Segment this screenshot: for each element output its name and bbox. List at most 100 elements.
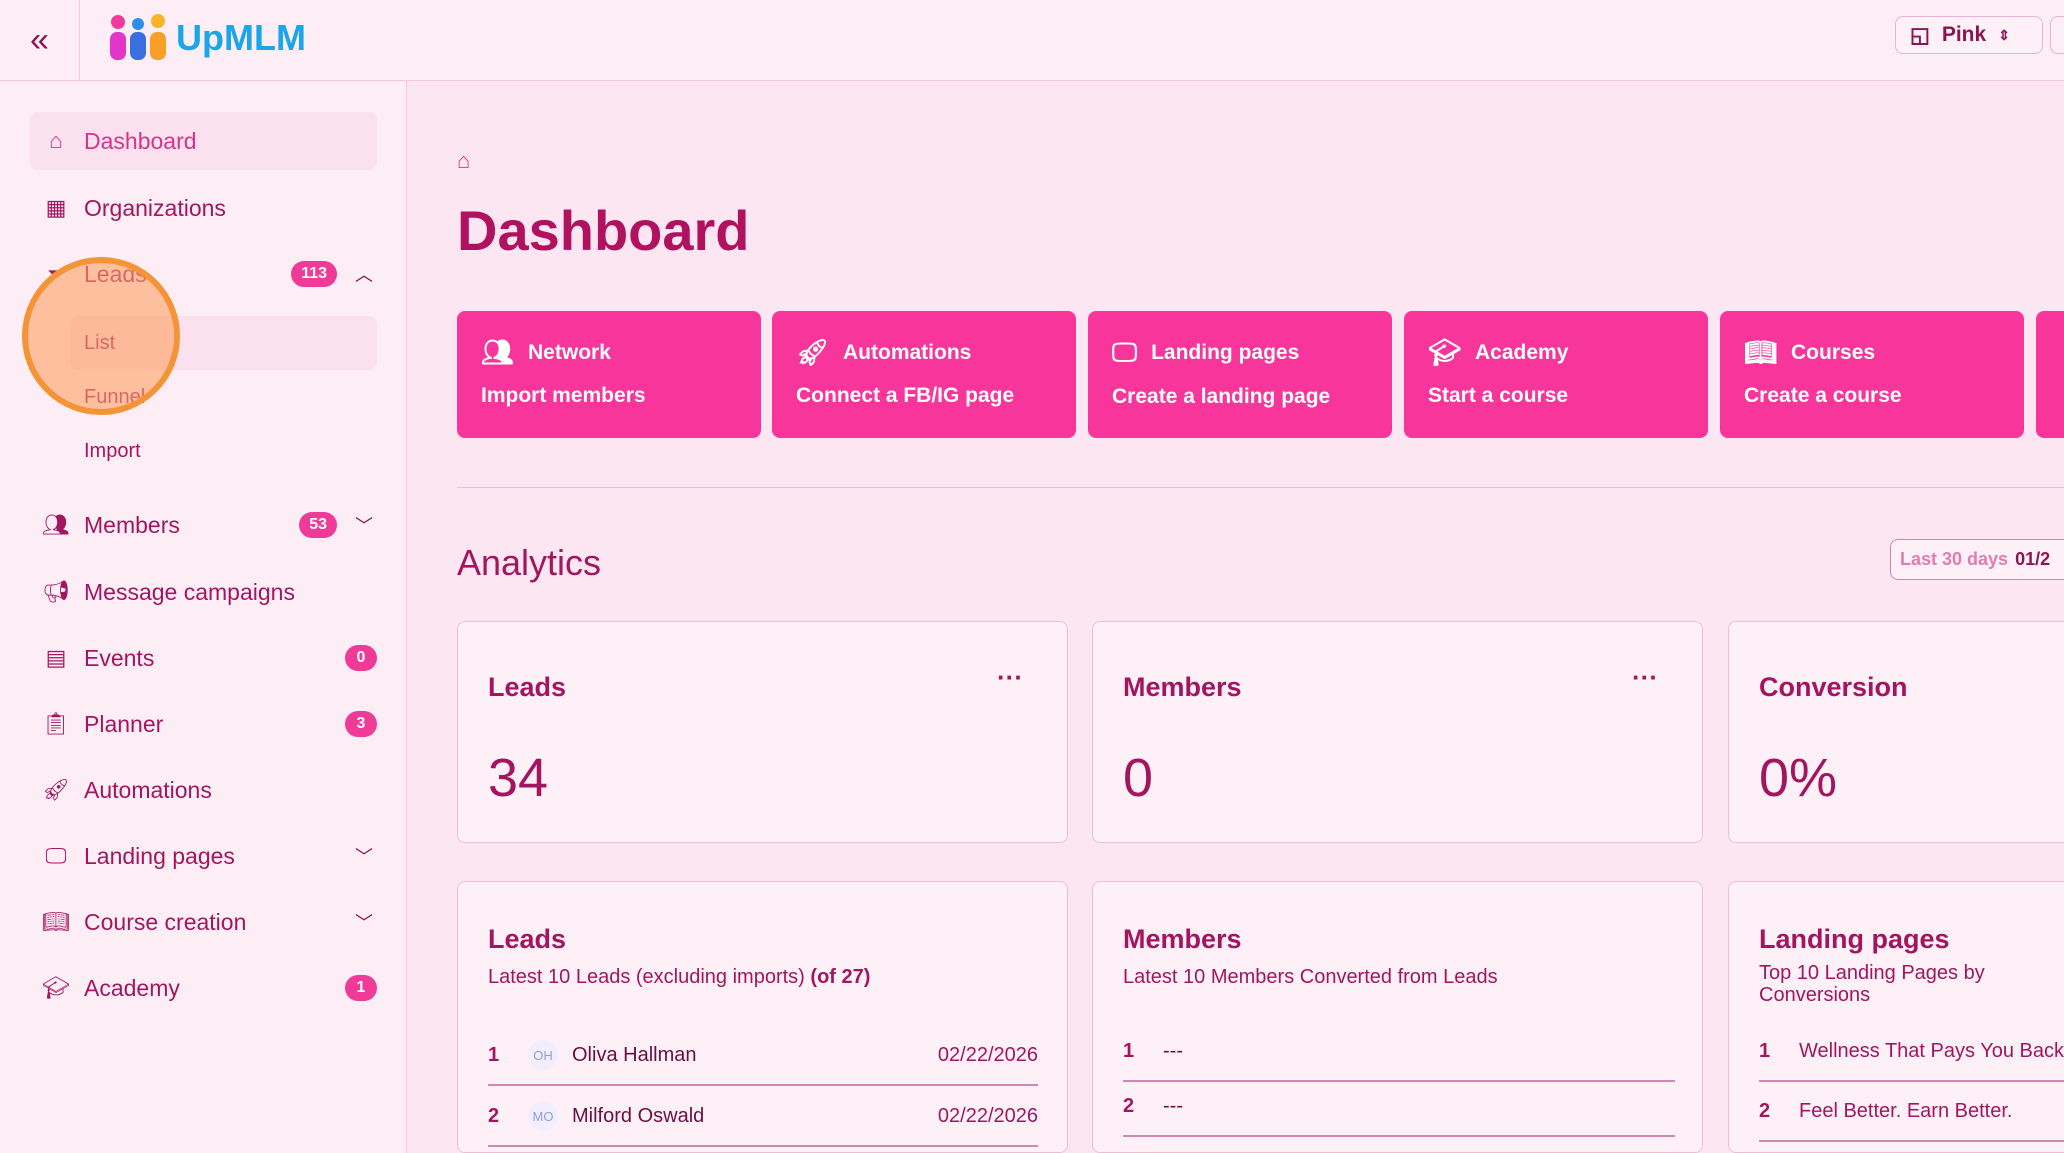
graduation-cap-icon: 🎓︎ [42,975,70,1000]
graduation-cap-icon: 🎓︎ [1428,337,1462,367]
sidebar-item-planner[interactable]: 📋︎ Planner 3 [30,695,377,753]
landing-page-name: Feel Better. Earn Better. [1799,1099,2013,1122]
stat-label: Conversion [1759,672,1908,702]
lead-name: Milford Oswald [572,1104,705,1127]
chevron-updown-icon: ⇕ [1998,26,2010,43]
chevron-down-icon: ﹀ [355,516,373,536]
sidebar-item-label: Members [84,511,180,538]
card-subtitle: Latest 10 Members Converted from Leads [1123,966,1498,988]
logo[interactable]: UpMLM [108,14,306,62]
users-icon: 👥︎ [481,337,515,367]
stat-card-leads: Leads ··· 34 [457,621,1068,843]
sidebar-item-label: Leads [84,260,147,287]
clipboard-icon: 📋︎ [42,711,70,736]
action-network[interactable]: 👥︎ Network Import members [457,311,761,438]
sidebar-subitem-list[interactable]: List [70,316,377,370]
planner-badge: 3 [345,711,377,737]
row-number: 1 [1759,1039,1771,1062]
analytics-heading: Analytics [457,542,602,583]
avatar: MO [528,1101,558,1131]
date-range-picker[interactable]: Last 30 days 01/2 [1890,539,2064,580]
sidebar-item-label: Automations [84,776,212,803]
sidebar-item-label: Academy [84,974,180,1001]
action-title: Courses [1791,340,1876,364]
table-row[interactable]: 1 --- [1123,1022,1675,1082]
sidebar-item-members[interactable]: 👥︎ Members 53 ﹀ [30,496,377,554]
sidebar-item-leads[interactable]: ⏷ Leads 113 ︿ [30,245,377,303]
events-badge: 0 [345,645,377,671]
home-icon: ⌂ [49,128,63,153]
sidebar-item-label: Organizations [84,194,226,221]
calendar-icon: ▤ [45,645,67,670]
row-number: 2 [1123,1094,1135,1117]
stat-label: Leads [488,672,567,702]
card-title: Leads [488,924,567,954]
lead-date: 02/22/2026 [937,1104,1038,1127]
action-subtitle: Create a landing page [1112,385,1331,408]
stat-label: Members [1123,672,1242,702]
table-row[interactable]: 1 OH Oliva Hallman 02/22/2026 [488,1026,1038,1086]
range-value: 01/2 [2015,549,2051,569]
card-title: Members [1123,924,1242,954]
table-row[interactable]: 2 --- [1123,1077,1675,1137]
action-subtitle: Import members [481,384,646,407]
member-name: --- [1163,1039,1183,1062]
academy-badge: 1 [345,975,377,1001]
header-button[interactable] [2050,16,2064,54]
sidebar-item-label: Landing pages [84,842,235,869]
monitor-icon: 🖵︎ [45,843,67,868]
table-row[interactable]: 1 Wellness That Pays You Back [1759,1022,2064,1082]
stat-value: 0% [1759,748,1838,808]
action-title: Network [528,340,611,364]
building-icon: ▦ [45,195,67,220]
action-courses[interactable]: 📖︎ Courses Create a course [1720,311,2024,438]
sidebar-subitem-funnel[interactable]: Funnel [84,385,146,408]
action-subtitle: Connect a FB/IG page [796,384,1015,407]
action-automations[interactable]: 🚀︎ Automations Connect a FB/IG page [772,311,1076,438]
monitor-icon: 🖵︎ [1112,337,1138,367]
row-number: 1 [488,1043,500,1066]
action-more[interactable] [2036,311,2064,438]
chevron-down-icon: ﹀ [355,847,373,867]
table-row[interactable]: 2 Feel Better. Earn Better. [1759,1082,2064,1142]
double-chevron-left-icon: « [30,21,49,59]
sidebar-item-events[interactable]: ▤ Events 0 [30,629,377,687]
megaphone-icon: 📢︎ [42,579,70,604]
sidebar-item-organizations[interactable]: ▦ Organizations [30,179,377,237]
sidebar-subitem-import[interactable]: Import [84,439,141,462]
action-subtitle: Start a course [1428,384,1569,407]
action-academy[interactable]: 🎓︎ Academy Start a course [1404,311,1708,438]
more-options-icon[interactable]: ··· [1632,662,1658,692]
sidebar-item-automations[interactable]: 🚀︎ Automations [30,761,377,819]
theme-label: Pink [1941,23,1987,46]
logo-icon [110,14,166,60]
sidebar-item-landing-pages[interactable]: 🖵︎ Landing pages ﹀ [30,827,377,885]
more-options-icon[interactable]: ··· [997,662,1023,692]
sidebar-item-course-creation[interactable]: 📖︎ Course creation ﹀ [30,893,377,951]
sidebar-item-message-campaigns[interactable]: 📢︎ Message campaigns [30,563,377,621]
top-landing-pages-card: Landing pages Top 10 Landing Pages by Co… [1728,881,2064,1153]
member-name: --- [1163,1094,1183,1117]
collapse-sidebar-button[interactable]: « [0,0,80,81]
book-icon: 📖︎ [1744,337,1778,367]
breadcrumb-home-icon[interactable]: ⌂ [457,148,471,173]
sidebar-item-label: Message campaigns [84,578,295,605]
funnel-icon: ⏷ [47,261,65,286]
top-header: « UpMLM ◱ Pink ⇕ [0,0,2064,81]
landing-page-name: Wellness That Pays You Back [1799,1039,2064,1062]
action-title: Academy [1475,340,1569,364]
sidebar-item-academy[interactable]: 🎓︎ Academy 1 [30,959,377,1017]
stat-value: 34 [488,748,549,808]
sidebar-item-label: Dashboard [84,127,197,154]
latest-members-card: Members Latest 10 Members Converted from… [1092,881,1703,1153]
row-number: 2 [488,1104,500,1127]
members-badge: 53 [299,512,337,538]
leads-badge: 113 [291,261,337,287]
action-landing-pages[interactable]: 🖵︎ Landing pages Create a landing page [1088,311,1392,438]
sidebar-item-label: Events [84,644,155,671]
theme-select[interactable]: ◱ Pink ⇕ [1895,16,2043,54]
card-subtitle: Top 10 Landing Pages by Conversions [1759,962,1985,1006]
table-row[interactable]: 2 MO Milford Oswald 02/22/2026 [488,1087,1038,1147]
stat-value: 0 [1123,748,1154,808]
sidebar-item-dashboard[interactable]: ⌂ Dashboard [30,112,377,170]
